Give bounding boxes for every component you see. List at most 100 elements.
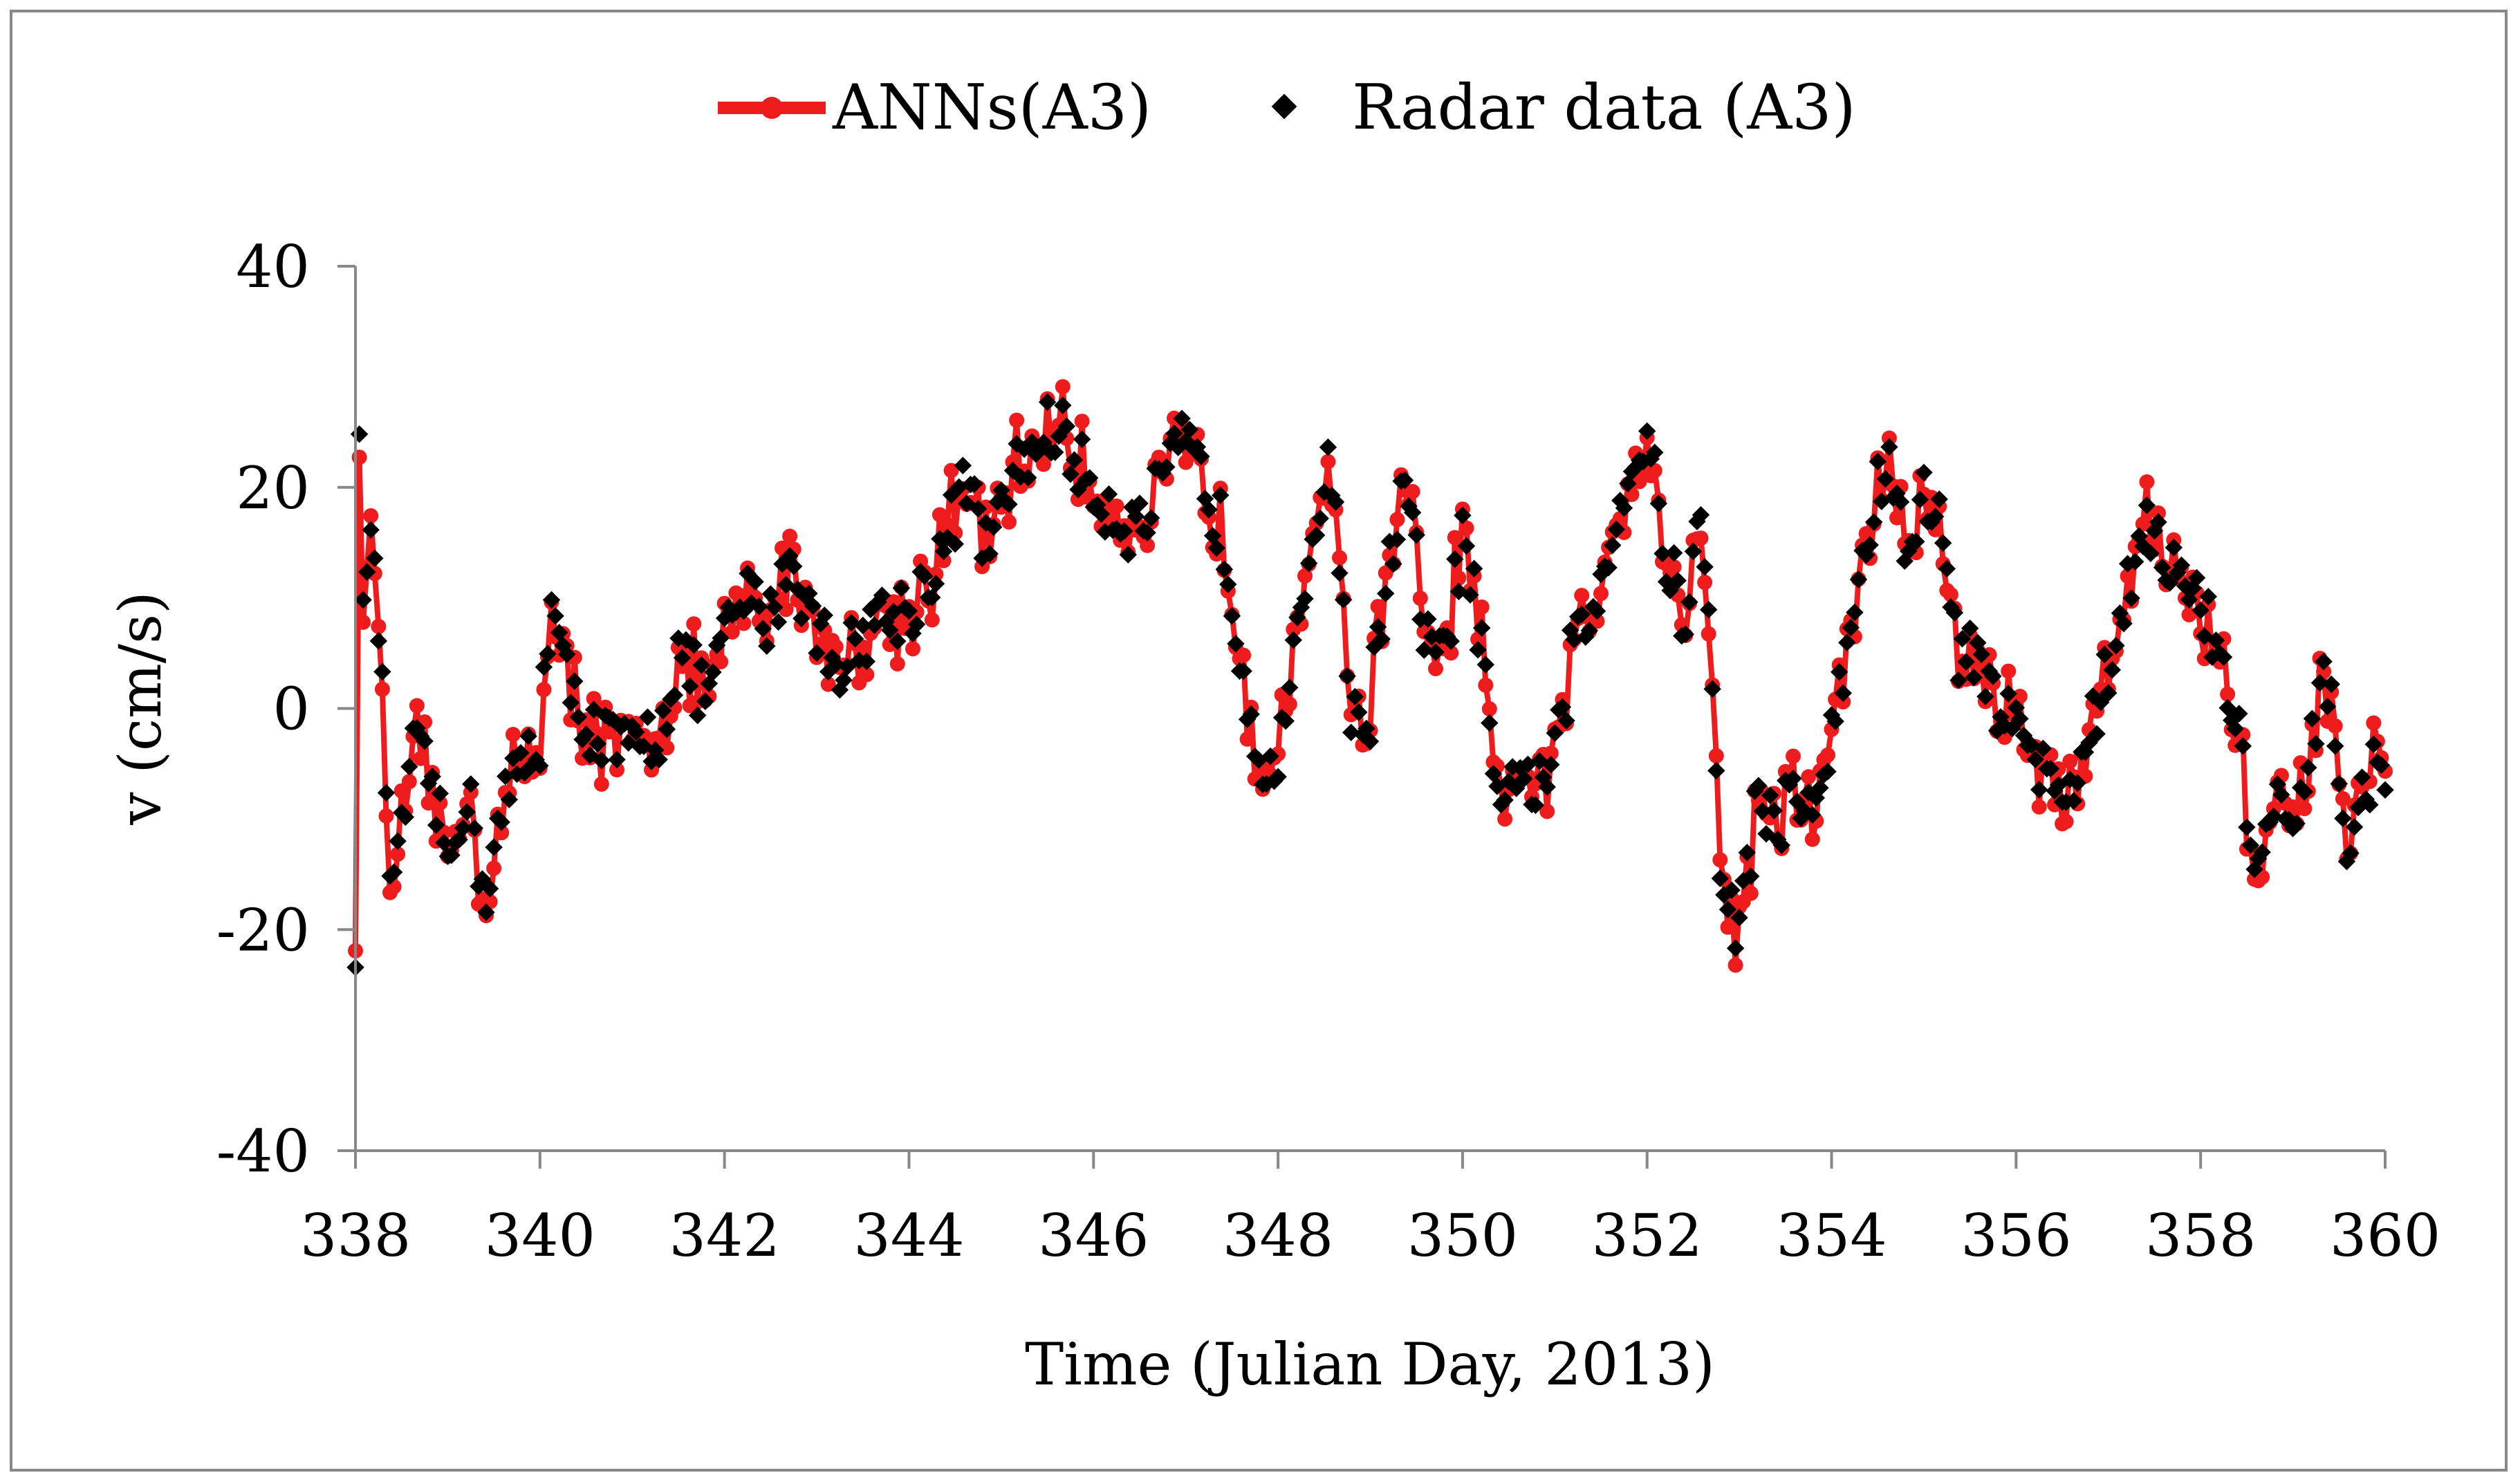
- anns-point: [1708, 748, 1724, 763]
- anns-point: [1320, 454, 1336, 470]
- x-tick-label: 348: [1223, 1202, 1333, 1270]
- legend-radar-swatch-marker: [1271, 93, 1297, 120]
- anns-point: [859, 667, 875, 683]
- anns-point: [1881, 430, 1897, 446]
- anns-point: [1743, 885, 1759, 901]
- y-tick-label: 0: [273, 676, 310, 743]
- radar-point: [358, 563, 376, 581]
- x-tick-label: 354: [1776, 1202, 1887, 1270]
- anns-point: [1474, 599, 1490, 615]
- radar-point: [1481, 714, 1499, 732]
- anns-point: [1281, 696, 1297, 712]
- anns-point: [1593, 586, 1609, 602]
- anns-point: [1943, 586, 1958, 602]
- anns-point: [1589, 613, 1605, 629]
- anns-point: [1370, 599, 1386, 615]
- radar-point: [566, 672, 584, 690]
- anns-point: [1109, 498, 1124, 514]
- anns-point: [486, 860, 502, 876]
- plot-area: [346, 379, 2394, 976]
- anns-point: [1727, 957, 1743, 973]
- radar-point: [685, 636, 703, 654]
- anns-point: [432, 795, 448, 811]
- anns-point: [1412, 591, 1428, 606]
- anns-point: [1458, 520, 1474, 536]
- anns-point: [1889, 510, 1905, 526]
- radar-point: [680, 677, 699, 696]
- anns-point: [1451, 570, 1467, 586]
- legend-anns-label: ANNs(A3): [832, 71, 1151, 144]
- x-tick-label: 346: [1038, 1202, 1149, 1270]
- radar-point: [1699, 600, 1718, 619]
- anns-point: [724, 624, 740, 640]
- x-tick-label: 360: [2330, 1202, 2440, 1270]
- anns-point: [1389, 512, 1405, 528]
- anns-point: [1478, 677, 1494, 693]
- radar-point: [692, 656, 711, 674]
- anns-point: [355, 614, 371, 630]
- anns-point: [1539, 804, 1555, 819]
- anns-point: [593, 776, 609, 792]
- anns-point: [943, 463, 959, 479]
- radar-point: [550, 624, 568, 642]
- anns-point: [1140, 537, 1156, 553]
- radar-point: [665, 686, 684, 704]
- radar-point: [2238, 818, 2256, 837]
- radar-point: [696, 692, 714, 711]
- anns-point: [905, 641, 920, 657]
- radar-point: [1696, 557, 1714, 576]
- radar-point: [2326, 737, 2344, 755]
- anns-point: [928, 566, 944, 582]
- anns-point: [889, 656, 905, 671]
- anns-point: [1804, 831, 1820, 847]
- anns-point: [586, 691, 602, 707]
- anns-point: [1543, 745, 1559, 761]
- anns-point: [2151, 505, 2166, 521]
- anns-point: [936, 553, 952, 568]
- anns-point: [590, 726, 606, 742]
- anns-point: [1697, 575, 1713, 591]
- y-axis-title: v (cm/s): [106, 591, 174, 826]
- anns-series-line: [353, 384, 2388, 968]
- x-tick-label: 356: [1961, 1202, 2071, 1270]
- anns-point: [1481, 701, 1497, 717]
- anns-point: [2335, 791, 2351, 807]
- anns-point: [924, 612, 940, 628]
- anns-point: [1443, 645, 1459, 661]
- anns-point: [1055, 379, 1071, 395]
- anns-point: [2120, 568, 2135, 584]
- anns-point: [1497, 811, 1513, 827]
- radar-point: [542, 591, 561, 609]
- anns-point: [378, 808, 394, 824]
- radar-point: [2330, 775, 2348, 793]
- radar-point: [377, 783, 396, 802]
- anns-point: [1332, 550, 1347, 566]
- anns-point: [1405, 483, 1420, 499]
- anns-point: [536, 682, 552, 698]
- anns-point: [390, 846, 406, 862]
- anns-point: [686, 616, 702, 632]
- radar-point: [1284, 631, 1303, 649]
- anns-point: [782, 528, 798, 544]
- anns-point: [494, 825, 510, 841]
- anns-point: [1574, 588, 1590, 604]
- radar-point: [1476, 656, 1495, 674]
- anns-point: [2327, 718, 2343, 734]
- radar-point: [1331, 564, 1349, 582]
- radar-point: [1215, 560, 1234, 579]
- radar-point: [485, 838, 503, 856]
- radar-point: [546, 606, 564, 625]
- radar-point: [1338, 667, 1356, 685]
- radar-point: [892, 579, 911, 597]
- anns-point: [1074, 414, 1090, 429]
- radar-point: [2376, 781, 2394, 799]
- radar-point: [1319, 438, 1337, 456]
- anns-point: [609, 762, 624, 778]
- anns-point: [1786, 748, 1801, 764]
- radar-point: [557, 645, 576, 663]
- anns-point: [1036, 456, 1051, 472]
- anns-point: [1720, 919, 1736, 935]
- anns-point: [409, 698, 425, 714]
- anns-point: [1001, 514, 1017, 530]
